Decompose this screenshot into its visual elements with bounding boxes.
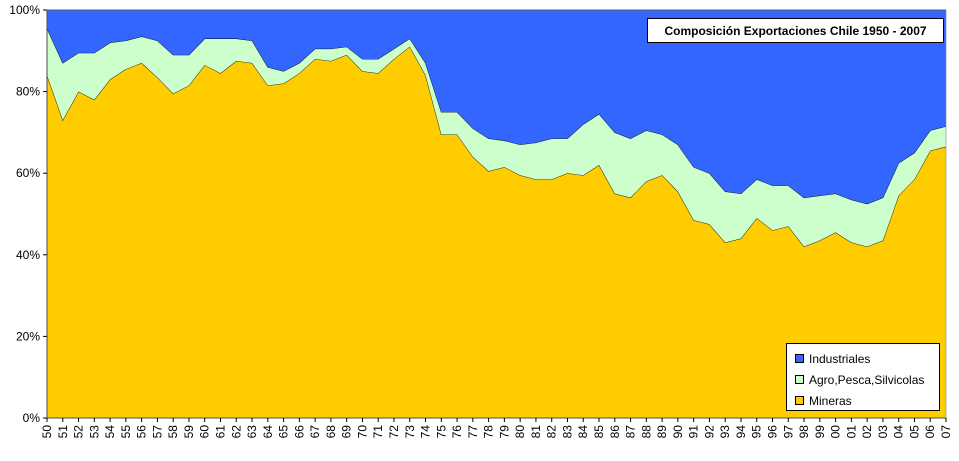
x-tick-label: 88 [639, 425, 653, 439]
x-tick-label: 02 [860, 425, 874, 439]
x-tick-label: 95 [750, 425, 764, 439]
legend-label-industriales: Industriales [809, 351, 871, 366]
x-tick-label: 55 [119, 425, 133, 439]
x-tick-label: 87 [624, 425, 638, 439]
y-tick-label: 40% [16, 248, 40, 262]
area-series-mineras [47, 46, 946, 418]
x-tick-label: 07 [939, 425, 953, 439]
x-tick-label: 70 [355, 425, 369, 439]
x-tick-label: 56 [135, 425, 149, 439]
x-tick-label: 66 [292, 425, 306, 439]
x-tick-label: 98 [797, 425, 811, 439]
x-tick-label: 71 [371, 425, 385, 439]
x-tick-label: 76 [450, 425, 464, 439]
x-tick-label: 01 [844, 425, 858, 439]
x-tick-label: 03 [876, 425, 890, 439]
x-tick-label: 04 [892, 425, 906, 439]
legend-item-industriales: Industriales [787, 348, 939, 369]
y-tick-label: 60% [16, 166, 40, 180]
chart-legend: Industriales Agro,Pesca,Silvicolas Miner… [786, 343, 940, 411]
x-tick-label: 67 [308, 425, 322, 439]
x-tick-label: 57 [150, 425, 164, 439]
x-tick-label: 90 [671, 425, 685, 439]
x-tick-label: 05 [907, 425, 921, 439]
x-tick-label: 50 [40, 425, 54, 439]
x-tick-label: 79 [497, 425, 511, 439]
y-tick-label: 20% [16, 329, 40, 343]
legend-item-agro-pesca-silvicolas: Agro,Pesca,Silvicolas [787, 369, 939, 390]
x-tick-label: 84 [576, 425, 590, 439]
x-tick-label: 82 [545, 425, 559, 439]
x-tick-label: 60 [198, 425, 212, 439]
legend-swatch-agro-pesca-silvicolas [795, 375, 804, 384]
x-tick-label: 73 [403, 425, 417, 439]
plot-area [46, 9, 947, 418]
x-tick-label: 92 [702, 425, 716, 439]
x-tick-label: 64 [261, 425, 275, 439]
plot-border [46, 9, 947, 419]
x-tick-label: 68 [324, 425, 338, 439]
x-tick-label: 83 [560, 425, 574, 439]
x-tick-label: 80 [513, 425, 527, 439]
x-tick-label: 54 [103, 425, 117, 439]
x-tick-label: 53 [87, 425, 101, 439]
x-tick-label: 52 [72, 425, 86, 439]
x-tick-label: 63 [245, 425, 259, 439]
legend-swatch-mineras [795, 396, 804, 405]
x-tick-label: 61 [213, 425, 227, 439]
area-series-industriales [47, 10, 946, 204]
x-tick-label: 93 [718, 425, 732, 439]
x-tick-label: 59 [182, 425, 196, 439]
x-tick-label: 97 [781, 425, 795, 439]
chart-title: Composición Exportaciones Chile 1950 - 2… [664, 23, 927, 38]
x-tick-label: 91 [687, 425, 701, 439]
x-tick-label: 86 [608, 425, 622, 439]
x-tick-label: 77 [466, 425, 480, 439]
chart-title-box: Composición Exportaciones Chile 1950 - 2… [647, 18, 944, 43]
x-tick-label: 72 [387, 425, 401, 439]
x-tick-label: 65 [277, 425, 291, 439]
x-tick-label: 58 [166, 425, 180, 439]
x-tick-label: 89 [655, 425, 669, 439]
x-tick-label: 69 [340, 425, 354, 439]
axes [46, 9, 947, 419]
x-tick-label: 51 [56, 425, 70, 439]
legend-label-agro-pesca-silvicolas: Agro,Pesca,Silvicolas [809, 372, 925, 387]
y-axis-ticks: 0% 20% 40% 60% 80% 100% [9, 3, 47, 425]
y-tick-label: 80% [16, 85, 40, 99]
x-tick-label: 94 [734, 425, 748, 439]
x-tick-label: 06 [923, 425, 937, 439]
x-tick-label: 96 [766, 425, 780, 439]
x-tick-label: 78 [482, 425, 496, 439]
x-tick-label: 00 [829, 425, 843, 439]
x-tick-label: 74 [419, 425, 433, 439]
x-axis-ticks: 50 51 52 53 54 55 56 57 58 59 60 61 62 63 64 65 66 67 68 69… [40, 418, 953, 438]
legend-swatch-industriales [795, 354, 804, 363]
y-tick-label: 100% [9, 3, 40, 17]
x-tick-label: 81 [529, 425, 543, 439]
x-tick-label: 85 [592, 425, 606, 439]
area-series-agro-pesca-silvicolas [47, 28, 946, 247]
legend-label-mineras: Mineras [809, 393, 852, 408]
legend-item-mineras: Mineras [787, 390, 939, 411]
x-tick-label: 99 [813, 425, 827, 439]
y-tick-label: 0% [23, 411, 41, 425]
x-tick-label: 75 [434, 425, 448, 439]
x-tick-label: 62 [229, 425, 243, 439]
